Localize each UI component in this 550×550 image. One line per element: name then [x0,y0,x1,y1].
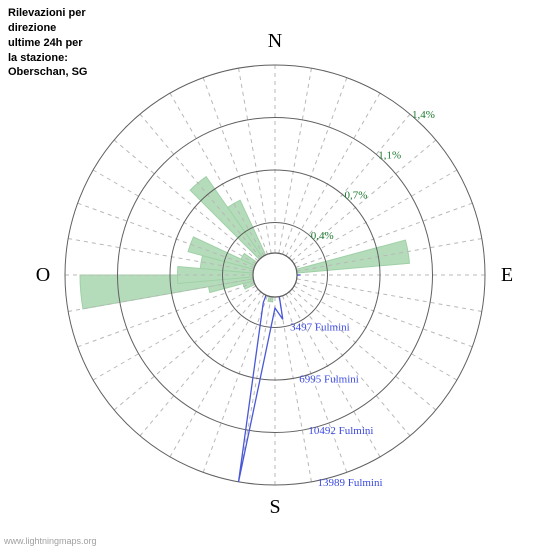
tick [297,279,482,312]
tick [170,294,264,457]
cardinal-label: E [501,264,513,286]
tick [239,297,272,482]
green-ring-label: 0,4% [311,230,334,242]
credit-label: www.lightningmaps.org [4,536,97,546]
blue-ring-label: 10492 Fulmini [308,425,373,437]
tick [283,78,347,255]
green-ring-label: 0,7% [344,190,367,202]
tick [203,296,267,473]
blue-ring-label: 3497 Fulmini [290,322,350,334]
green-ring-label: 1,4% [412,109,435,121]
cardinal-label: N [268,30,282,52]
green-ring-label: 1,1% [378,149,401,161]
tick [296,283,473,347]
tick [279,68,312,253]
polar-chart: 0,4% 0,7% 1,1% 1,4% 3497 Fulmini 6995 Fulmini… [0,0,550,550]
chart-container: Rilevazioni per direzione ultime 24h per… [0,0,550,550]
cardinal-label: O [36,264,50,286]
cardinal-label: S [269,496,280,518]
blue-ring-label: 6995 Fulmini [299,373,359,385]
blue-ring-label: 13989 Fulmini [317,477,382,489]
center-hole-top [253,253,297,297]
